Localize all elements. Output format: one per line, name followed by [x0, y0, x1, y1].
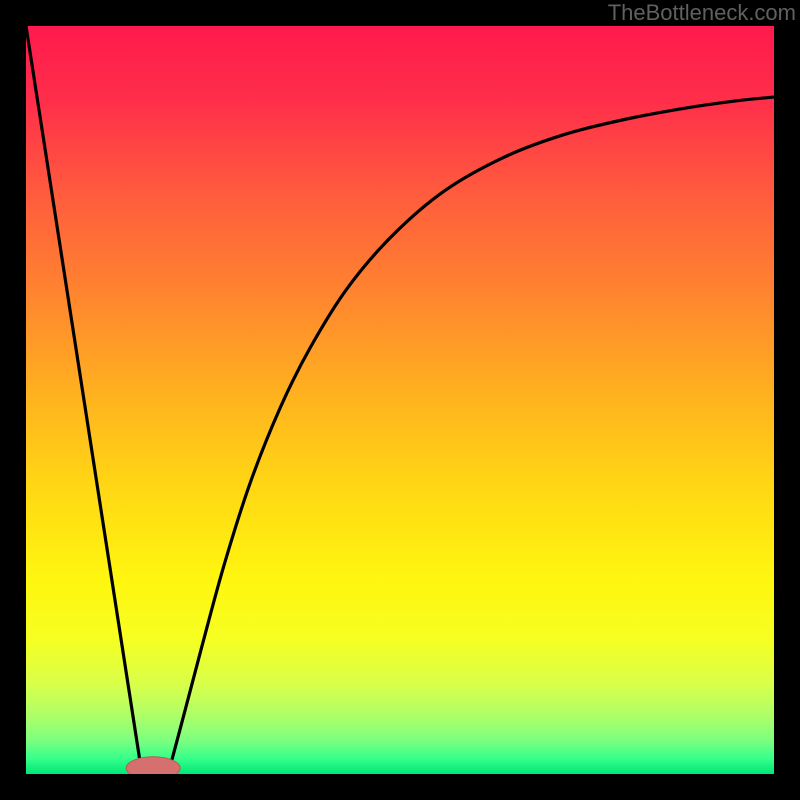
watermark-text: TheBottleneck.com [608, 0, 796, 26]
plot-area [26, 26, 774, 774]
figure-frame: TheBottleneck.com [0, 0, 800, 800]
gradient-background [26, 26, 774, 774]
chart-svg [26, 26, 774, 774]
